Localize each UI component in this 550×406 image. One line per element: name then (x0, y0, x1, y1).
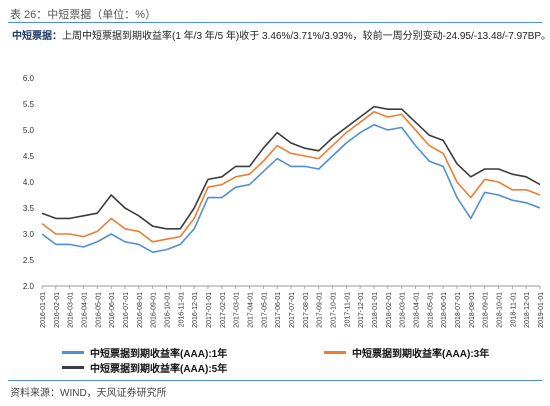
x-tick-label: 2017-05-01 (261, 292, 268, 328)
x-tick-label: 2017-06-01 (275, 292, 282, 328)
x-tick-label: 2018-09-01 (483, 292, 490, 328)
yield-line-chart: 2.0 2.5 3.0 3.5 4.0 4.5 5.0 5.5 6.0 2016-01-01 201… (23, 74, 545, 328)
x-tick-label: 2016-03-01 (68, 292, 75, 328)
y-tick-label: 4.5 (23, 152, 35, 161)
legend-label-5y: 中短票据到期收益率(AAA):5年 (90, 364, 228, 375)
x-tick-label: 2016-08-01 (137, 292, 144, 328)
x-tick-label: 2016-07-01 (123, 292, 130, 328)
x-tick-label: 2018-10-01 (497, 292, 504, 328)
x-tick-label: 2019-01-01 (538, 292, 545, 328)
x-tick-label: 2017-08-01 (303, 292, 310, 328)
x-tick-label: 2016-06-01 (109, 292, 116, 328)
x-tick-label: 2018-12-01 (524, 292, 531, 328)
y-tick-label: 6.0 (23, 74, 35, 83)
x-tick-label: 2018-01-01 (372, 292, 379, 328)
x-tick-label: 2018-04-01 (414, 292, 421, 328)
series-line-0 (41, 124, 541, 253)
x-tick-label: 2017-10-01 (331, 292, 338, 328)
footer-divider (8, 380, 542, 381)
x-tick-label: 2017-11-01 (344, 292, 351, 327)
x-tick-label: 2017-09-01 (317, 292, 324, 328)
y-tick-label: 2.5 (23, 256, 35, 265)
x-tick-label: 2017-04-01 (248, 292, 255, 328)
x-tick-label: 2018-02-01 (386, 292, 393, 328)
legend-item-5y: 中短票据到期收益率(AAA):5年 (62, 360, 227, 375)
title-divider (8, 22, 542, 23)
summary-lead: 中短票据： (12, 31, 62, 42)
legend-swatch-1y (62, 351, 84, 354)
x-tick-label: 2018-05-01 (427, 292, 434, 328)
legend-item-1y: 中短票据到期收益率(AAA):1年 (62, 345, 227, 360)
series-line-1 (41, 110, 541, 243)
x-tick-label: 2016-10-01 (165, 292, 172, 328)
summary-text: 中短票据：上周中短票据到期收益率(1 年/3 年/5 年)收于 3.46%/3.… (12, 30, 550, 44)
source-note: 资料来源：WIND，天风证券研究所 (10, 388, 167, 399)
x-tick-label: 2017-01-01 (206, 292, 213, 328)
y-tick-label: 4.0 (23, 178, 35, 187)
y-tick-label: 3.0 (23, 230, 35, 239)
y-tick-label: 2.0 (23, 282, 35, 291)
legend-swatch-5y (62, 366, 84, 369)
series-line-2 (41, 105, 541, 230)
x-tick-label: 2017-02-01 (220, 292, 227, 328)
legend-swatch-3y (324, 351, 346, 354)
x-tick-label: 2016-12-01 (192, 292, 199, 328)
table-title: 表 26：中短票据（单位：%） (10, 9, 157, 21)
x-tick-label: 2016-02-01 (54, 292, 61, 328)
y-tick-label: 3.5 (23, 204, 35, 213)
x-tick-label: 2017-07-01 (289, 292, 296, 328)
x-tick-label: 2016-05-01 (95, 292, 102, 328)
y-tick-label: 5.5 (23, 100, 35, 109)
x-tick-label: 2018-08-01 (469, 292, 476, 328)
x-tick-label: 2016-11-01 (178, 292, 185, 327)
x-tick-label: 2018-11-01 (510, 292, 517, 327)
summary-body: 上周中短票据到期收益率(1 年/3 年/5 年)收于 3.46%/3.71%/3… (62, 31, 550, 42)
y-tick-label: 5.0 (23, 126, 35, 135)
x-tick-label: 2017-12-01 (358, 292, 365, 328)
x-tick-label: 2018-07-01 (455, 292, 462, 328)
x-tick-label: 2017-03-01 (234, 292, 241, 328)
legend-label-3y: 中短票据到期收益率(AAA):3年 (352, 349, 490, 360)
legend-label-1y: 中短票据到期收益率(AAA):1年 (90, 349, 228, 360)
x-tick-label: 2018-03-01 (400, 292, 407, 328)
x-tick-label: 2016-09-01 (151, 292, 158, 328)
x-tick-label: 2018-06-01 (441, 292, 448, 328)
x-tick-label: 2016-04-01 (82, 292, 89, 328)
legend-item-3y: 中短票据到期收益率(AAA):3年 (324, 345, 489, 360)
x-tick-label: 2016-01-01 (40, 292, 47, 328)
